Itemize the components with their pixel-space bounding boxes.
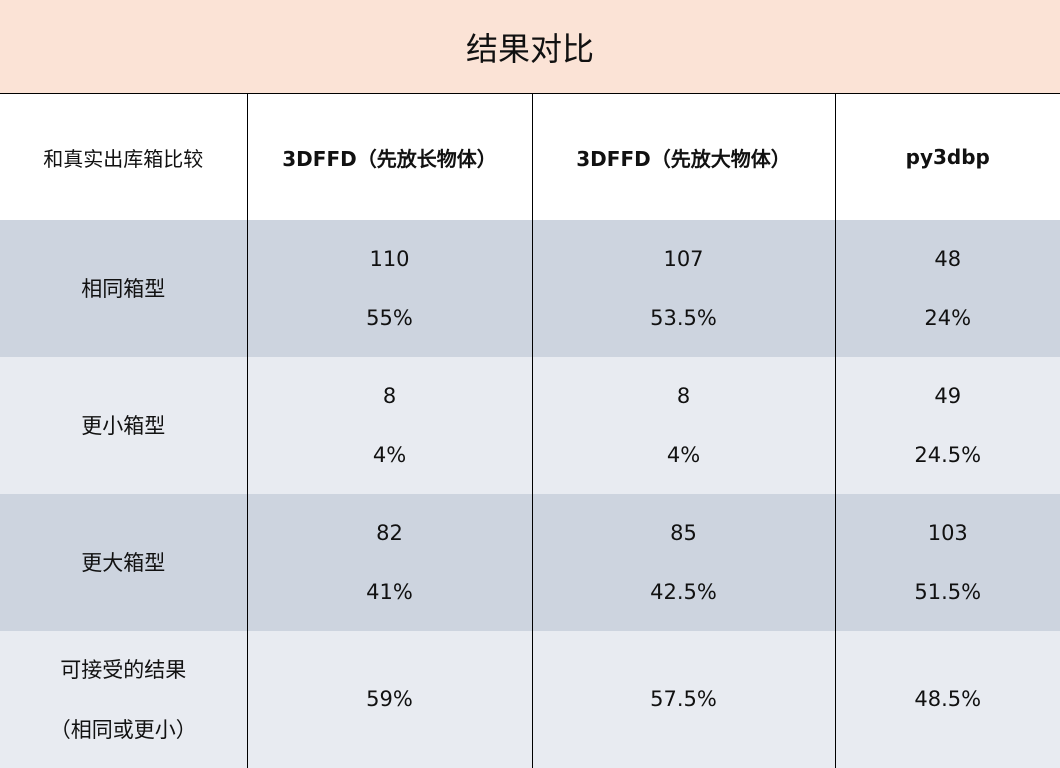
table-cell: 82 41%	[246, 494, 532, 631]
column-header: 和真实出库箱比较	[0, 94, 247, 220]
table-row: 更大箱型 82 41% 85 42.5% 103 51.5%	[0, 494, 1060, 631]
row-label-text: （相同或更小）	[49, 717, 197, 742]
count-value: 103	[927, 520, 968, 545]
percent-value: 24.5%	[914, 442, 982, 467]
table-cell: 57.5%	[531, 631, 835, 768]
count-value: 48	[934, 246, 962, 271]
percent-value: 51.5%	[914, 579, 982, 604]
count-value: 82	[376, 520, 403, 545]
percent-value: 55%	[366, 305, 413, 330]
row-label: 更大箱型	[0, 494, 247, 631]
table-cell: 110 55%	[246, 220, 532, 357]
row-label-text: 相同箱型	[81, 276, 166, 301]
row-label-text: 更大箱型	[81, 550, 166, 575]
table-cell: 59%	[246, 631, 532, 768]
count-value: 107	[663, 246, 704, 271]
percent-value: 48.5%	[914, 687, 982, 711]
percent-value: 59%	[366, 687, 413, 711]
row-label: 更小箱型	[0, 357, 247, 494]
percent-value: 41%	[366, 579, 413, 604]
count-value: 49	[934, 383, 962, 408]
table-cell: 85 42.5%	[531, 494, 835, 631]
percent-value: 4%	[666, 442, 701, 467]
table-cell: 8 4%	[531, 357, 835, 494]
table-cell: 48 24%	[834, 220, 1060, 357]
row-label: 可接受的结果 （相同或更小）	[0, 631, 247, 768]
table-cell: 103 51.5%	[834, 494, 1060, 631]
percent-value: 42.5%	[650, 579, 717, 604]
row-label-text: 可接受的结果	[60, 657, 187, 682]
table-cell: 48.5%	[834, 631, 1060, 768]
percent-value: 53.5%	[650, 305, 717, 330]
percent-value: 57.5%	[650, 687, 717, 711]
column-header: py3dbp	[834, 94, 1060, 220]
table-cell: 8 4%	[246, 357, 532, 494]
count-value: 8	[382, 383, 397, 408]
table-row: 可接受的结果 （相同或更小） 59% 57.5% 48.5%	[0, 631, 1060, 768]
table-row: 更小箱型 8 4% 8 4% 49 24.5%	[0, 357, 1060, 494]
column-header: 3DFFD（先放长物体）	[246, 94, 532, 220]
page-title: 结果对比	[0, 0, 1060, 94]
percent-value: 24%	[924, 305, 972, 330]
table-header-row: 和真实出库箱比较 3DFFD（先放长物体） 3DFFD（先放大物体） py3db…	[0, 94, 1060, 220]
table-cell: 49 24.5%	[834, 357, 1060, 494]
count-value: 85	[670, 520, 697, 545]
comparison-table: 和真实出库箱比较 3DFFD（先放长物体） 3DFFD（先放大物体） py3db…	[0, 94, 1060, 768]
count-value: 8	[676, 383, 691, 408]
count-value: 110	[369, 246, 410, 271]
percent-value: 4%	[372, 442, 407, 467]
table-row: 相同箱型 110 55% 107 53.5% 48 24%	[0, 220, 1060, 357]
column-header: 3DFFD（先放大物体）	[531, 94, 835, 220]
table-cell: 107 53.5%	[531, 220, 835, 357]
row-label-text: 更小箱型	[81, 413, 166, 438]
row-label: 相同箱型	[0, 220, 247, 357]
